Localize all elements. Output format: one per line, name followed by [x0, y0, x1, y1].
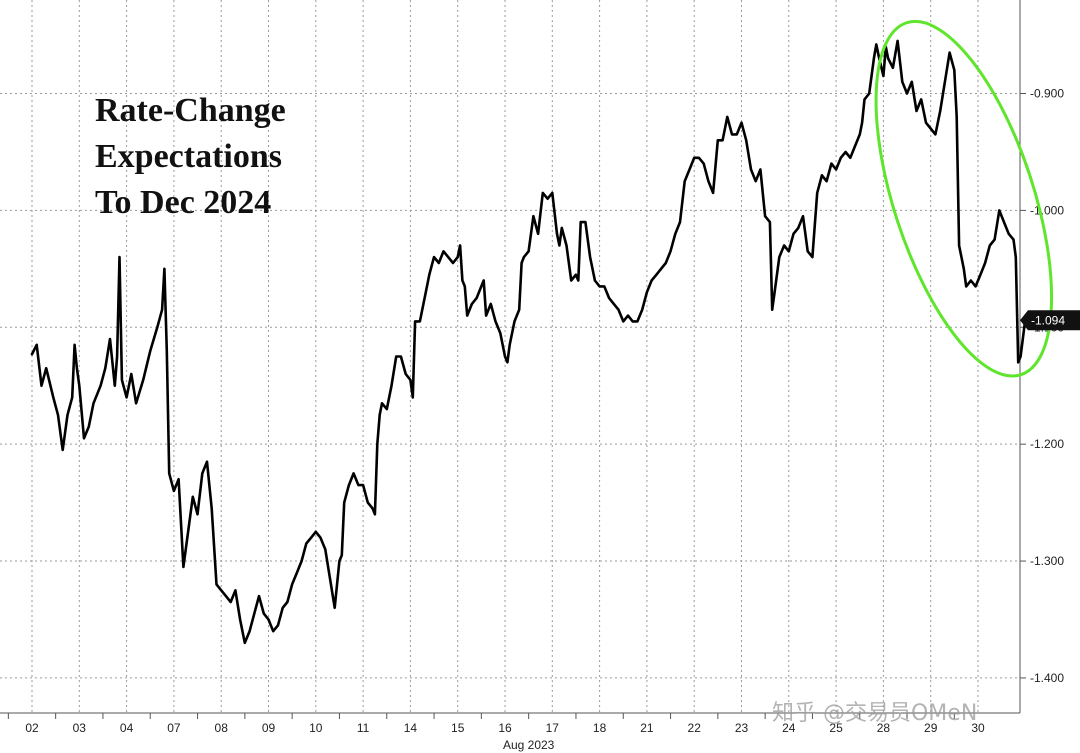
y-tick-label: -1.200 [1030, 437, 1064, 451]
x-tick-label: 22 [688, 721, 702, 735]
x-tick-label: 21 [640, 721, 654, 735]
x-tick-label: 08 [215, 721, 229, 735]
x-tick-label: 17 [546, 721, 560, 735]
chart-title-line-1: Rate-Change [95, 92, 286, 129]
x-tick-label: 02 [25, 721, 39, 735]
y-tick-label: -1.000 [1030, 203, 1064, 217]
x-axis-tick-labels: 02 03 04 07 08 09 10 11 14 15 16 17 18 21 22 23 24 25 28 29… [7, 713, 985, 735]
chart-title: Rate-Change Expectations To Dec 2024 [95, 88, 286, 226]
chart-title-line-3: To Dec 2024 [95, 184, 272, 221]
x-tick-label: 14 [404, 721, 418, 735]
x-tick-label: 25 [829, 721, 843, 735]
x-axis-label: Aug 2023 [503, 738, 555, 752]
x-tick-label: 16 [498, 721, 512, 735]
watermark: 知乎 @交易员OMeN [772, 701, 977, 726]
chart-title-line-2: Expectations [95, 138, 282, 175]
last-value-box [1020, 310, 1080, 331]
x-tick-label: 07 [167, 721, 181, 735]
series-line [30, 39, 1027, 645]
x-tick-label: 03 [73, 721, 87, 735]
x-tick-label: 09 [262, 721, 276, 735]
last-value-tag: -1.094 [1020, 310, 1080, 331]
y-tick-label: -1.300 [1030, 554, 1064, 568]
x-tick-label: 29 [924, 721, 938, 735]
x-tick-label: 24 [782, 721, 796, 735]
x-tick-label: 15 [451, 721, 465, 735]
last-value-label: -1.094 [1031, 313, 1065, 327]
x-tick-label: 18 [593, 721, 607, 735]
x-tick-label: 28 [877, 721, 891, 735]
x-tick-label: 04 [120, 721, 134, 735]
x-tick-label: 23 [735, 721, 749, 735]
x-tick-label: 30 [971, 721, 985, 735]
y-tick-label: -0.900 [1030, 87, 1064, 101]
x-tick-label: 10 [309, 721, 323, 735]
x-tick-label: 11 [357, 721, 370, 735]
y-tick-label: -1.400 [1030, 671, 1064, 685]
